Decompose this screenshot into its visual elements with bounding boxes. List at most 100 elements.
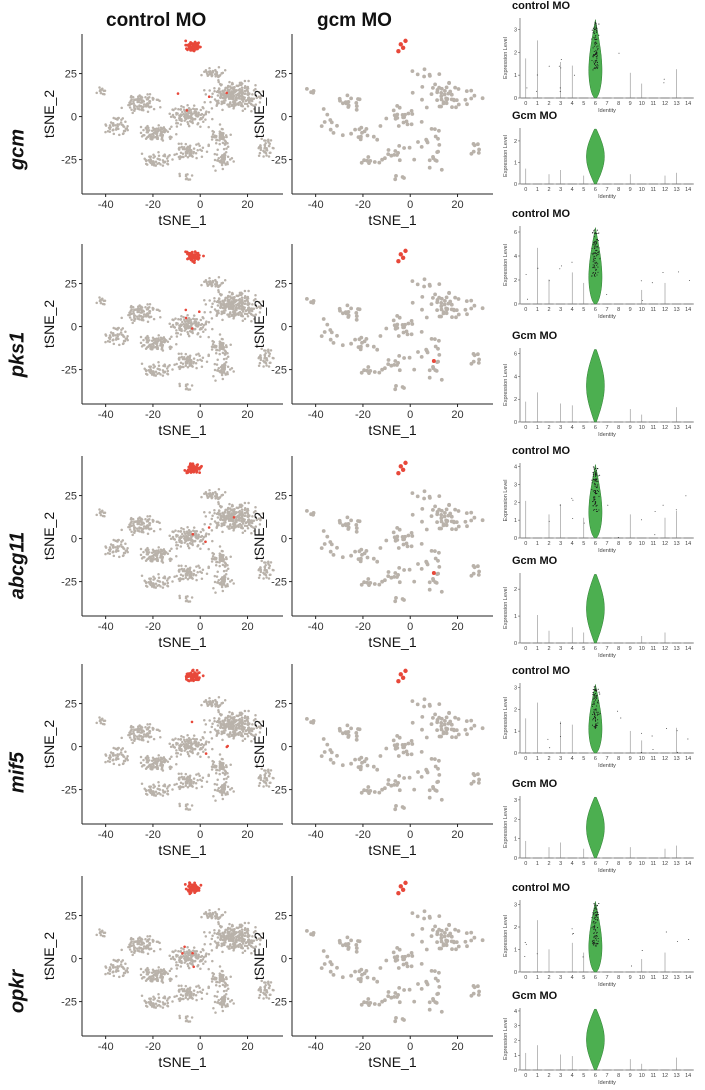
cell-point [368,581,373,585]
cell-point [201,538,205,541]
cell-point [201,146,205,149]
cell-point [228,514,231,518]
cell-point [169,745,173,748]
cell-point [185,738,189,742]
cell-point [437,128,441,133]
cell-point [230,303,233,307]
cell-point [427,375,432,380]
cell-point [187,115,191,118]
cell-point [213,158,217,162]
cell-point [439,314,443,319]
cell-point [126,125,129,128]
cell-point [409,544,414,549]
cell-point [140,731,143,734]
cell-point [240,298,244,302]
cell-point [217,705,220,709]
cell-point [223,523,226,527]
cell-point [188,776,192,780]
cell-point [250,532,253,535]
cell-point [223,298,227,302]
cell-point [219,515,223,519]
cell-point [208,492,212,496]
cell-point [325,742,330,747]
expressing-cell-point [192,679,195,683]
cell-point [227,315,231,318]
cell-point [182,776,186,779]
cell-point [226,584,229,588]
cell-point [180,541,183,545]
cell-point [244,521,248,525]
cell-point [186,526,189,529]
cell-point [236,514,240,517]
cell-point [195,366,198,370]
cell-point [142,338,145,342]
y-tick-label: 25 [65,69,77,81]
cell-point [265,148,268,152]
cell-point [178,356,181,359]
cell-point [150,163,154,166]
cell-point [259,517,262,520]
cell-point [147,135,150,138]
cell-point [365,343,370,348]
x-tick-label: -40 [98,199,114,211]
expressing-cell-point [190,45,194,49]
cell-point [150,581,153,585]
cell-point [226,162,229,166]
cell-point [189,108,193,112]
cell-point [393,359,398,363]
cell-point [224,565,227,568]
cell-point [272,776,275,780]
cell-point [252,89,256,92]
cell-point [217,301,221,304]
x-tick-label: -20 [145,1041,161,1053]
cell-point [227,527,231,530]
y-axis-title: tSNE_2 [41,932,57,980]
cell-point [201,746,205,749]
expressing-cell-point [396,49,401,54]
cell-point [155,308,159,311]
cell-point [176,112,179,115]
cell-point [439,516,444,521]
cell-point [445,519,450,523]
cell-point [259,778,263,782]
cell-point [223,510,227,514]
cell-point [264,777,268,780]
cell-point [319,334,324,338]
cell-point [394,596,398,600]
cell-point [183,320,187,323]
cell-point [187,531,191,535]
cell-point [196,123,199,126]
cell-point [219,726,222,729]
cell-point [230,723,233,727]
cell-point [143,367,146,371]
cell-point [117,549,120,553]
cell-point [218,130,222,133]
cell-point [165,367,169,370]
cell-point [469,298,474,303]
cell-point [231,81,234,85]
cell-point [181,740,184,744]
cell-point [463,307,468,312]
cell-point [393,387,398,392]
cell-point [189,539,193,543]
expressing-cell-point [194,469,198,472]
y-tick-label: 25 [65,699,77,711]
cell-point [209,310,212,314]
cell-point [264,141,267,145]
cell-point [178,382,181,386]
expressing-cell-point [398,464,403,469]
cell-point [252,299,256,302]
cell-point [220,494,223,497]
cell-point [407,567,412,572]
expressing-cell-point [195,255,199,259]
cell-point [359,790,364,795]
cell-point [167,785,170,788]
cell-point [447,503,451,507]
cell-point [249,727,253,730]
cell-point [188,568,192,572]
cell-point [128,106,132,109]
cell-point [159,756,163,760]
cell-point [140,782,144,785]
cell-point [226,577,230,581]
